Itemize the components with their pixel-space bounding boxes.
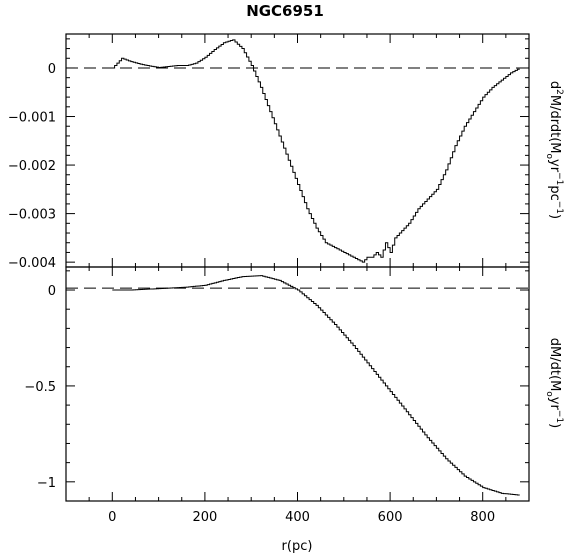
bottom-axis-ticks [65,267,530,502]
bottom-y-axis-label: dM/dt(Moyr−1) [544,338,564,428]
bottom-ylabel-mid2: yr [547,397,562,411]
top-axis-ticks [65,34,530,267]
top-ytick-label-1: −0.001 [8,111,56,126]
top-ytick-label-3: −0.003 [8,208,56,223]
top-y-tick-labels: 0 −0.001 −0.002 −0.003 −0.004 [8,62,56,271]
top-ylabel-sub: o [544,154,554,160]
top-ylabel-mid1: M/drdt(M [547,95,562,154]
top-y-axis-label: d2M/drdt(Moyr−1pc−1) [544,81,564,219]
top-panel-frame [65,33,530,268]
bottom-ylabel-end: ) [547,423,562,428]
bottom-series-step-line [112,275,520,496]
bot-xtick-label-1: 200 [192,510,217,525]
top-ylabel-mid2: yr [547,159,562,173]
top-ylabel-sup3: −1 [554,201,564,214]
top-series-step-line [112,39,520,263]
bot-series-path [112,275,520,496]
bottom-y-tick-labels: 0 −0.5 −1 [24,284,56,491]
bottom-ylabel-sub: o [544,391,554,397]
bot-ytick-label-0: 0 [48,284,56,299]
bottom-ylabel-sup: −1 [554,410,564,423]
top-ytick-label-4: −0.004 [8,256,56,271]
top-ytick-label-0: 0 [48,62,56,77]
top-ylabel-d: d [547,81,562,89]
bot-xtick-label-0: 0 [108,510,116,525]
bottom-panel-frame [65,266,530,502]
x-axis-label: r(pc) [282,539,313,554]
chart-title: NGC6951 [246,2,324,20]
top-ylabel-sup1: 2 [554,89,564,95]
bot-xtick-label-2: 400 [285,510,310,525]
bot-ytick-label-1: −0.5 [24,380,56,395]
bot-xtick-label-3: 600 [378,510,403,525]
bottom-x-tick-labels: 0 200 400 600 800 [108,510,495,525]
bot-ytick-label-2: −1 [37,476,56,491]
top-ylabel-sup2: −1 [554,172,564,185]
bottom-ylabel-mid1: dM/dt(M [547,338,562,392]
top-ylabel-end: ) [547,214,562,219]
top-ytick-label-2: −0.002 [8,159,56,174]
top-series-path [112,39,520,263]
bot-xtick-label-4: 800 [470,510,495,525]
top-ylabel-mid3: pc [547,185,562,200]
